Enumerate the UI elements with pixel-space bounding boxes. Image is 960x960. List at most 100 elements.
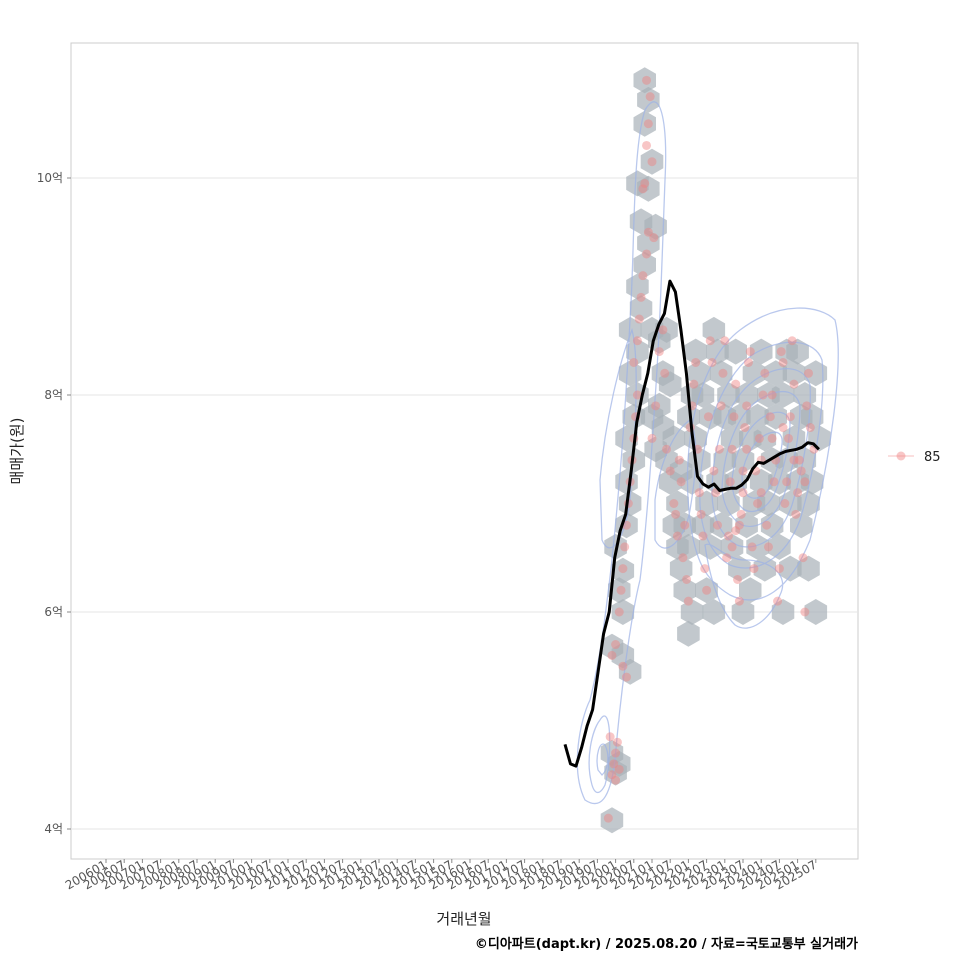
hexbin-45	[666, 490, 689, 517]
hexbin-120	[793, 447, 817, 474]
data-point-39	[651, 401, 661, 411]
data-point-48	[674, 455, 684, 465]
x-axis-title: 거래년월	[436, 910, 491, 928]
data-point-33	[645, 92, 655, 102]
hexbin-57	[684, 425, 707, 452]
hexbin-41	[658, 371, 682, 398]
hexbin-layer	[600, 67, 831, 834]
data-point-115	[796, 466, 806, 476]
hexbin-20	[626, 338, 649, 365]
hexbin-94	[746, 533, 769, 560]
data-point-37	[640, 178, 650, 188]
data-point-105	[778, 357, 788, 367]
data-point-125	[738, 466, 748, 476]
data-point-15	[620, 542, 630, 552]
data-point-51	[680, 520, 690, 530]
hexbin-70	[702, 316, 726, 343]
data-point-126	[742, 444, 752, 454]
hexbin-50	[669, 555, 693, 582]
data-point-29	[643, 227, 653, 237]
data-point-106	[780, 499, 790, 508]
data-point-72	[718, 368, 728, 378]
data-point-13	[616, 585, 626, 595]
data-point-8	[607, 650, 617, 660]
hexbin-28	[637, 175, 660, 202]
hexbin-105	[771, 382, 795, 408]
data-point-22	[632, 390, 642, 400]
data-point-65	[705, 336, 715, 346]
data-point-63	[702, 585, 712, 595]
hexbin-56	[677, 403, 700, 430]
hexbin-121	[800, 468, 824, 495]
data-point-130	[789, 455, 799, 465]
data-point-80	[733, 574, 743, 584]
data-point-67	[709, 466, 719, 476]
data-point-44	[665, 466, 675, 476]
data-point-56	[689, 379, 699, 389]
hexbin-54	[677, 620, 700, 647]
contour-bottom-lobe	[704, 543, 784, 629]
data-point-36	[647, 157, 657, 167]
data-point-34	[642, 75, 652, 85]
data-point-111	[789, 379, 799, 389]
data-point-26	[636, 292, 646, 302]
data-point-89	[749, 564, 759, 574]
data-point-73	[720, 336, 730, 346]
hexbin-88	[735, 512, 758, 539]
data-point-1	[607, 770, 617, 780]
data-point-25	[634, 314, 644, 324]
hexbin-31	[637, 86, 660, 113]
data-point-113	[793, 488, 803, 498]
hexbin-98	[753, 425, 777, 452]
data-point-114	[794, 455, 804, 465]
hexbin-104	[764, 403, 787, 430]
data-point-59	[694, 488, 704, 498]
hexbin-15	[615, 425, 638, 452]
data-point-6	[614, 764, 624, 774]
y-tick-label-1: 6억	[44, 605, 63, 619]
hexbin-7	[611, 599, 635, 625]
data-point-119	[804, 368, 814, 378]
data-point-32	[642, 140, 652, 150]
data-point-120	[805, 423, 815, 433]
hexbin-29	[640, 148, 664, 175]
data-point-47	[672, 531, 682, 541]
data-point-74	[722, 553, 732, 563]
hexbin-87	[739, 577, 762, 604]
data-point-2	[609, 759, 619, 769]
hexbin-103	[768, 533, 791, 560]
contour-right-4	[721, 390, 801, 527]
contour-left-outer	[576, 101, 667, 805]
x-tick-labels: 2006012006072007012007072008012008072009…	[63, 857, 819, 892]
data-point-66	[707, 357, 717, 367]
hexbin-109	[779, 555, 802, 582]
data-point-112	[791, 509, 801, 519]
scatter-points	[603, 75, 819, 823]
contour-right-6	[741, 431, 783, 499]
data-point-7	[611, 775, 621, 785]
hexbin-53	[680, 599, 704, 625]
hexbin-66	[695, 577, 718, 604]
data-point-71	[716, 401, 726, 411]
hexbin-26	[629, 208, 653, 235]
data-point-75	[723, 531, 733, 541]
data-point-77	[727, 444, 737, 454]
data-point-107	[782, 477, 792, 487]
data-point-79	[731, 379, 741, 389]
hexbin-123	[804, 599, 828, 625]
data-point-69	[713, 520, 723, 530]
hexbin-71	[709, 360, 733, 387]
hexbin-84	[728, 403, 751, 430]
hexbin-125	[804, 360, 828, 387]
contour-left-3	[596, 743, 609, 776]
data-point-9	[611, 640, 621, 650]
data-point-76	[725, 477, 735, 487]
data-point-100	[769, 477, 779, 487]
legend-point-icon	[896, 451, 906, 461]
data-point-124	[727, 542, 737, 552]
hexbin-19	[618, 316, 642, 343]
data-point-81	[734, 596, 744, 606]
contour-right-2	[699, 341, 824, 569]
hexbin-79	[724, 338, 747, 365]
data-point-14	[618, 564, 628, 574]
